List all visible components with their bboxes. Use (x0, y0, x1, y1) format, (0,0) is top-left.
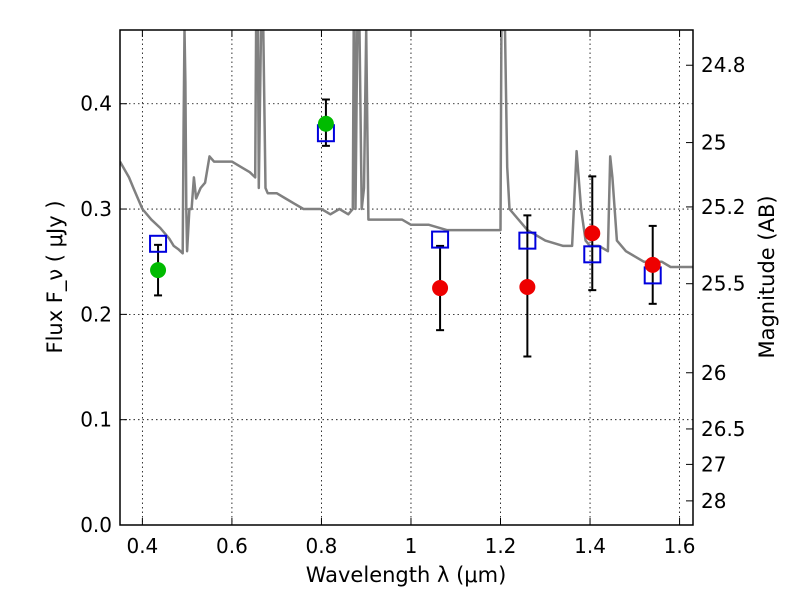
x-tick-label: 1.4 (574, 534, 606, 558)
y2-axis-label: Magnitude (AB) (755, 195, 779, 358)
y-tick-label: 0.3 (80, 197, 112, 221)
model-photometry-square (583, 245, 602, 264)
y-tick-label: 0.2 (80, 302, 112, 326)
mag-tick-label: 26.5 (701, 417, 746, 441)
grid (120, 30, 693, 526)
x-tick-label: 1 (405, 534, 418, 558)
x-tick-label: 1.2 (485, 534, 517, 558)
mag-tick-label: 27 (701, 452, 726, 476)
mag-tick-label: 28 (701, 489, 726, 513)
data-area (120, 30, 693, 269)
red-data-point (432, 280, 449, 297)
red-data-point (519, 278, 536, 295)
x-tick-label: 0.6 (216, 534, 248, 558)
mag-tick-label: 26 (701, 361, 726, 385)
plot-frame (119, 29, 694, 526)
red-data-point (584, 225, 601, 242)
y-tick-label: 0.1 (80, 408, 112, 432)
mag-tick-label: 25.2 (701, 195, 746, 219)
axis-ticks: 0.4 0.6 0.8 1 1.2 1.4 1.6 0.0 0.1 0.2 0.3 0.4 24.8 25… (80, 30, 746, 558)
mag-tick-label: 25 (701, 131, 726, 155)
model-photometry-square (431, 230, 450, 249)
y-tick-label: 0.0 (80, 513, 112, 537)
x-tick-label: 0.8 (306, 534, 338, 558)
model-photometry-square (149, 234, 168, 253)
y-tick-label: 0.4 (80, 92, 112, 116)
model-spectrum-line (120, 30, 693, 269)
model-photometry-square (518, 231, 537, 250)
red-data-point (644, 256, 661, 273)
mag-tick-label: 25.5 (701, 272, 746, 296)
x-axis-label: Wavelength λ (μm) (306, 563, 507, 587)
error-bars (149, 98, 662, 358)
mag-tick-label: 24.8 (701, 53, 746, 77)
green-data-point (317, 115, 334, 132)
x-tick-label: 1.6 (664, 534, 696, 558)
y-axis-label: Flux F_ν ( μJy ) (43, 200, 68, 353)
x-tick-label: 0.4 (126, 534, 158, 558)
green-data-point (150, 262, 167, 279)
